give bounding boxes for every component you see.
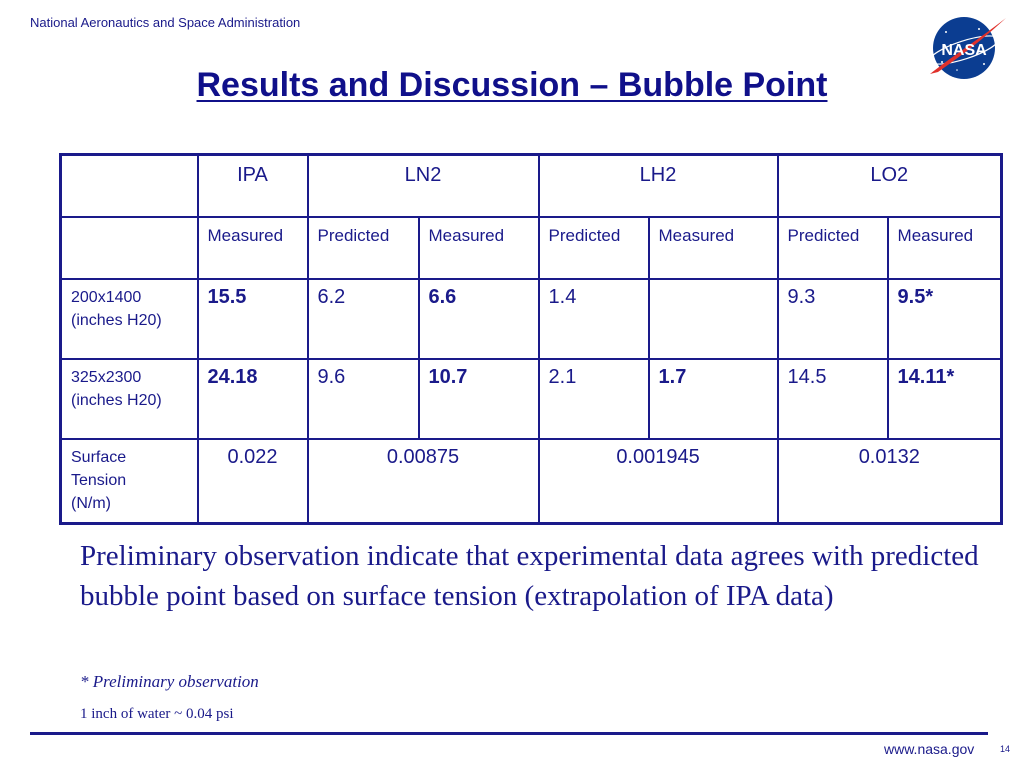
surface-tension-lh2: 0.001945 (537, 437, 779, 525)
unit-conversion-note: 1 inch of water ~ 0.04 psi (80, 706, 234, 722)
cell-lh2-measured: 1.7 (647, 358, 779, 440)
row-label-325x2300: 325x2300 (inches H20) (59, 358, 199, 440)
table-row: 325x2300 (inches H20) 24.18 9.6 10.7 2.1… (59, 358, 1003, 440)
nasa-logo-text: NASA (941, 42, 987, 59)
slide-title-text: Results and Discussion – Bubble Point (196, 66, 828, 104)
row-label-surface-tension: Surface Tension (N/m) (59, 437, 199, 525)
preliminary-note: * Preliminary observation (80, 672, 259, 691)
row-label-unit: (inches H20) (71, 312, 162, 330)
agency-name: National Aeronautics and Space Administr… (30, 15, 301, 30)
footer-url: www.nasa.gov (884, 741, 975, 757)
cell-lh2-predicted: 2.1 (537, 358, 650, 440)
row-label-line: Tension (71, 472, 127, 490)
header-empty-cell (59, 153, 199, 218)
nasa-logo-swoosh (930, 18, 1006, 74)
cell-lo2-predicted: 14.5 (776, 358, 889, 440)
row-label-unit: (inches H20) (71, 392, 162, 410)
cell-ln2-measured: 10.7 (417, 358, 540, 440)
nasa-logo: NASA (929, 17, 1006, 79)
row-label-line: Surface (71, 449, 127, 466)
slide-title: Results and Discussion – Bubble Point (0, 66, 1024, 105)
header-lh2: LH2 (537, 153, 779, 218)
table-subheader-row: Measured Predicted Measured Predicted Me… (59, 216, 1003, 280)
header-ln2: LN2 (306, 153, 540, 218)
subheader-ln2-predicted: Predicted (306, 216, 420, 280)
cell-lo2-measured: 14.11* (886, 358, 1003, 440)
surface-tension-ipa: 0.022 (196, 437, 309, 525)
row-label-line: 325x2300 (71, 369, 142, 386)
cell-ipa-measured: 24.18 (196, 358, 309, 440)
cell-lh2-predicted: 1.4 (537, 278, 650, 360)
observation-paragraph: Preliminary observation indicate that ex… (80, 540, 979, 612)
cell-lo2-measured: 9.5* (886, 278, 1003, 360)
cell-ln2-measured: 6.6 (417, 278, 540, 360)
row-label-line: 200x1400 (71, 289, 142, 306)
header-lo2: LO2 (776, 153, 1003, 218)
subheader-lh2-measured: Measured (647, 216, 779, 280)
cell-lo2-predicted: 9.3 (776, 278, 889, 360)
footer-divider (30, 732, 988, 735)
table-header-row: IPA LN2 LH2 LO2 (59, 153, 1003, 218)
page-number: 14 (1000, 744, 1011, 754)
row-label-200x1400: 200x1400 (inches H20) (59, 278, 199, 360)
surface-tension-lo2: 0.0132 (776, 437, 1003, 525)
subheader-ln2-measured: Measured (417, 216, 540, 280)
cell-lh2-measured (647, 278, 779, 360)
subheader-empty-cell (59, 216, 199, 280)
subheader-lo2-measured: Measured (886, 216, 1003, 280)
subheader-ipa-measured: Measured (196, 216, 309, 280)
subheader-lo2-predicted: Predicted (776, 216, 889, 280)
header-ipa: IPA (196, 153, 309, 218)
cell-ln2-predicted: 6.2 (306, 278, 420, 360)
cell-ln2-predicted: 9.6 (306, 358, 420, 440)
cell-ipa-measured: 15.5 (196, 278, 309, 360)
row-label-unit: (N/m) (71, 495, 111, 513)
bubble-point-table: IPA LN2 LH2 LO2 Measured Predicted Measu… (59, 153, 1004, 525)
subheader-lh2-predicted: Predicted (537, 216, 650, 280)
table-row: 200x1400 (inches H20) 15.5 6.2 6.6 1.4 9… (59, 278, 1003, 360)
surface-tension-row: Surface Tension (N/m) 0.022 0.00875 0.00… (59, 437, 1003, 525)
surface-tension-ln2: 0.00875 (306, 437, 540, 525)
